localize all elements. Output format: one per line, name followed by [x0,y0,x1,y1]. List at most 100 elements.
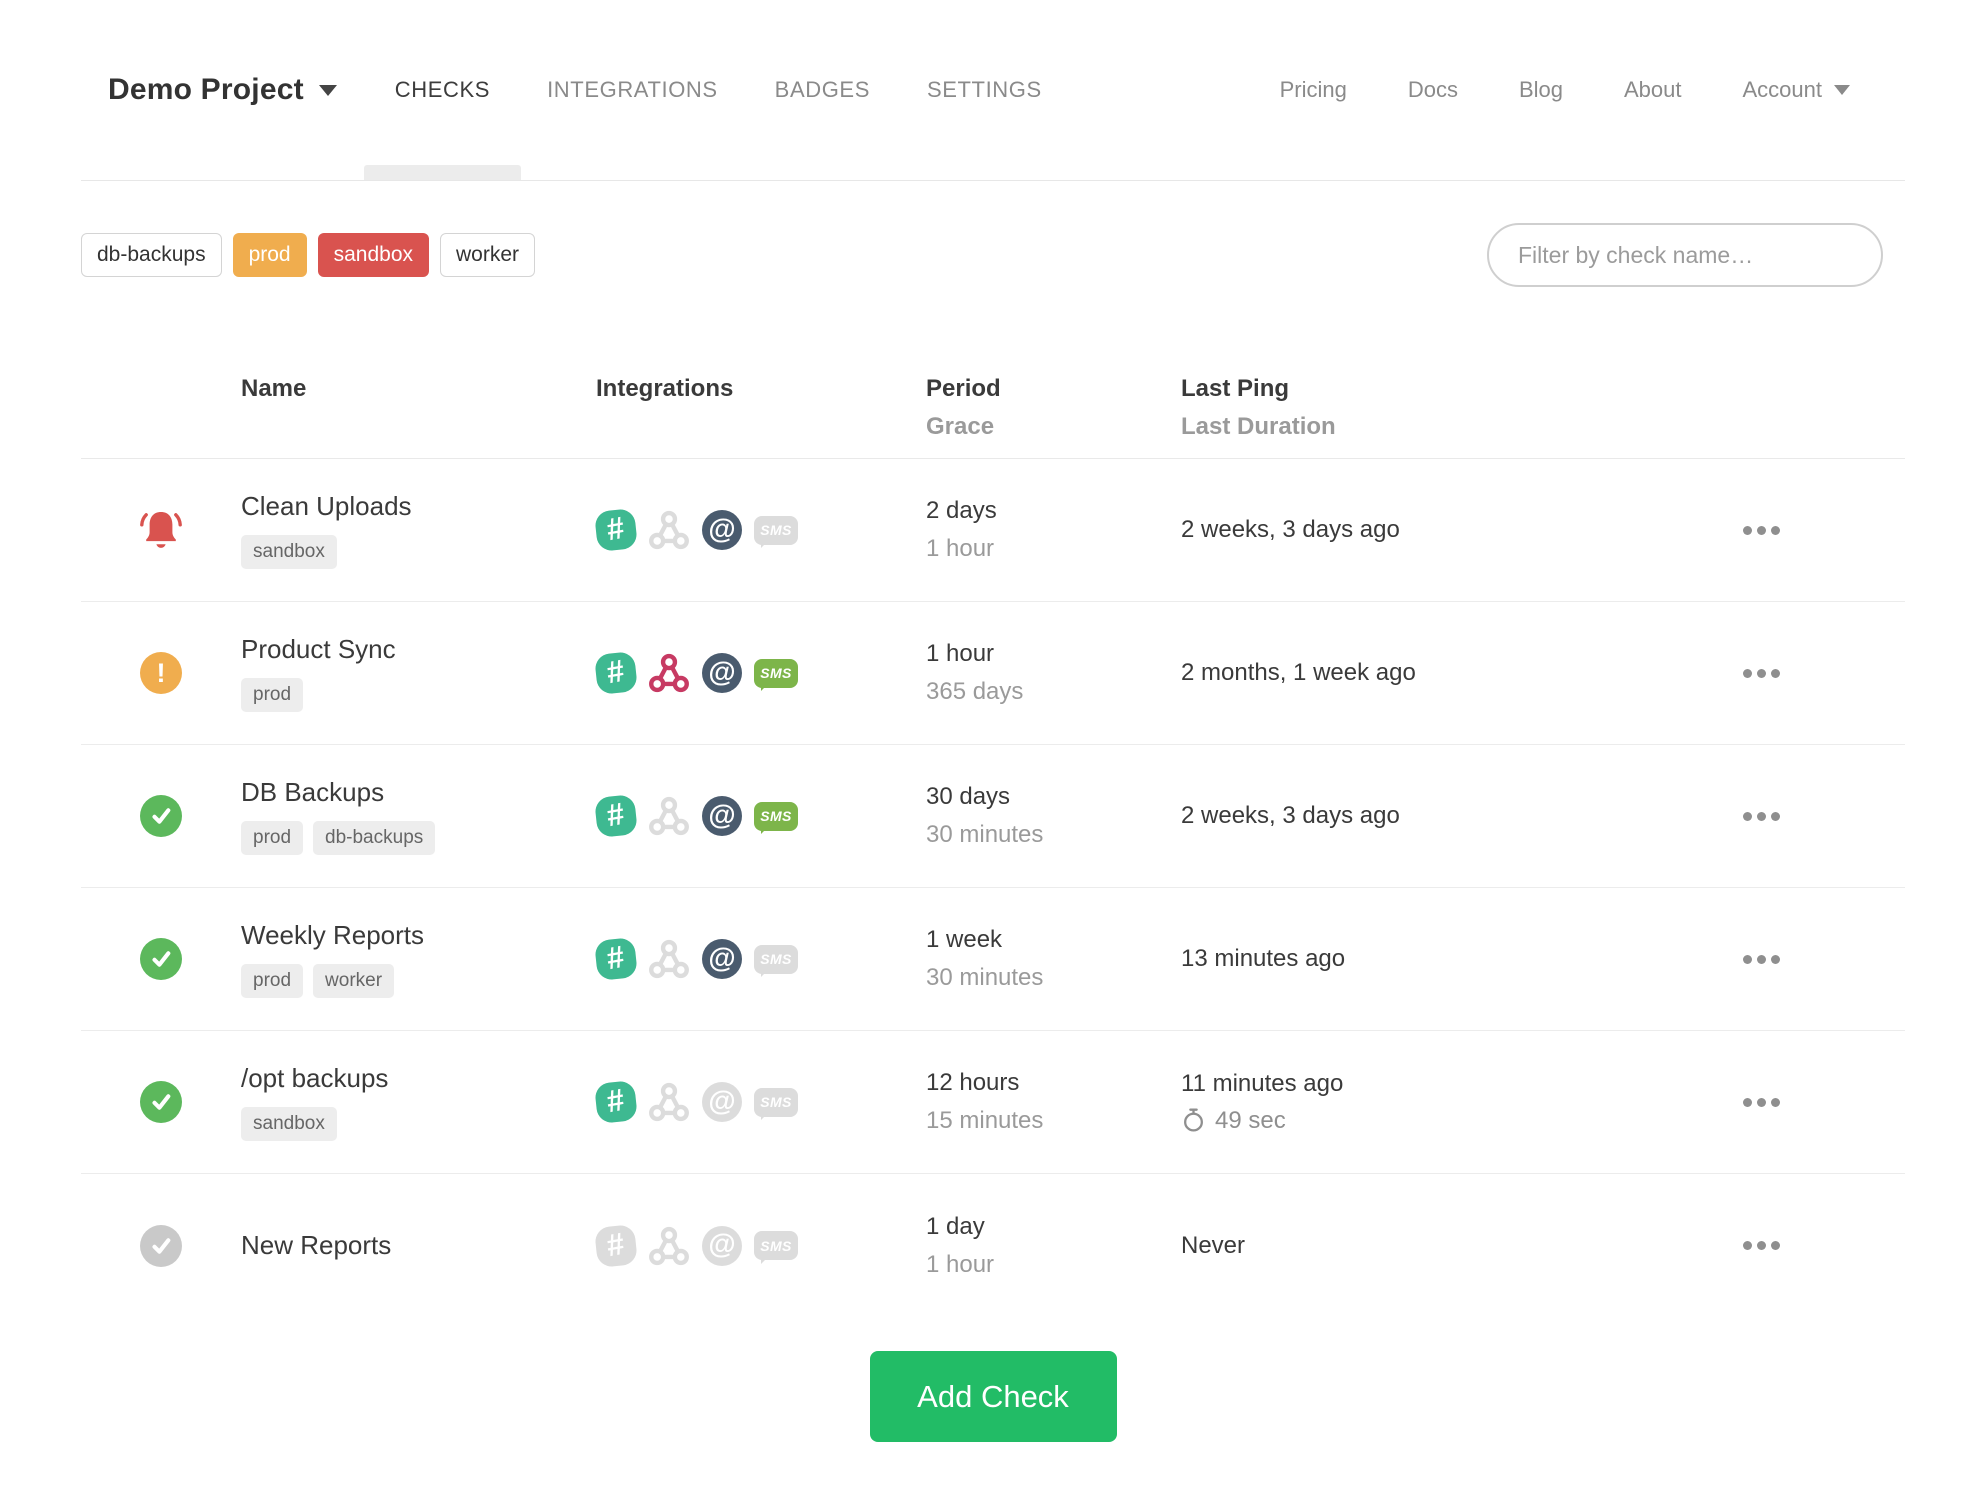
sms-icon: SMS [754,1226,798,1266]
tab-settings[interactable]: SETTINGS [926,77,1042,102]
check-name-link[interactable]: Product Sync [241,633,396,664]
status-ok-icon [140,938,182,980]
header-spacer [1725,375,1905,441]
grace-value: 1 hour [926,1250,995,1278]
grace-value: 30 minutes [926,964,1044,991]
project-switcher[interactable]: Demo Project [108,73,337,107]
integrations-cell: # @ SMS [594,508,926,552]
menu-cell [1725,514,1905,547]
name-cell: Product Sync prod [241,634,596,713]
tab-badges[interactable]: BADGES [774,77,870,102]
last-ping-cell: 11 minutes ago 49 sec [1181,1070,1725,1135]
sms-icon: SMS [754,510,798,550]
tag-filters: db-backups prod sandbox worker [81,233,536,277]
email-icon: @ [702,653,742,693]
check-row: Clean Uploads sandbox # @ SMS 2 days 1 hour 2 w… [81,459,1905,602]
check-icon [152,951,171,967]
slack-icon: # [594,1223,638,1268]
check-name-link[interactable]: /opt backups [241,1062,389,1093]
nav-link-docs[interactable]: Docs [1407,77,1458,102]
row-menu-button[interactable] [1735,657,1788,690]
period-value: 1 hour [926,640,995,667]
account-menu[interactable]: Account [1742,77,1850,103]
webhook-icon [648,1225,690,1267]
check-name-link[interactable]: Weekly Reports [241,919,425,950]
checks-table: Name Integrations Period Grace Last Ping… [81,287,1905,1317]
row-menu-button[interactable] [1735,514,1788,547]
status-warning-icon: ! [140,652,182,694]
check-row: /opt backups sandbox # @ SMS 12 hours 15 minut… [81,1031,1905,1174]
header-spacer [81,375,241,441]
check-row: ! Product Sync prod # @ SMS 1 hour 365 days 2 mo… [81,602,1905,745]
integrations-cell: # @ SMS [594,1223,926,1268]
filter-tag-db-backups[interactable]: db-backups [81,233,222,277]
period-value: 30 days [926,783,1011,810]
slack-icon: # [594,1080,638,1124]
filter-tag-worker[interactable]: worker [440,233,536,277]
menu-cell [1725,1229,1905,1262]
check-tags: prod worker [241,963,596,999]
last-ping-cell: 2 weeks, 3 days ago [1181,802,1725,830]
add-check-area: Add Check [0,1351,1986,1487]
site-links: Pricing Docs Blog About Account [1219,0,1905,180]
header-integrations: Integrations [596,375,734,402]
filter-tag-sandbox[interactable]: sandbox [317,233,430,277]
status-new-icon [140,1224,182,1267]
filter-tag-prod[interactable]: prod [232,233,307,277]
period-cell: 1 day 1 hour [926,1213,1181,1279]
check-icon [152,1237,171,1254]
last-ping-value: 2 months, 1 week ago [1181,659,1416,686]
menu-cell [1725,800,1905,833]
sms-icon: SMS [754,1082,798,1122]
email-icon: @ [702,796,742,836]
check-name-link[interactable]: DB Backups [241,776,385,807]
add-check-button[interactable]: Add Check [869,1351,1117,1442]
chevron-down-icon [1834,85,1850,95]
slack-icon: # [594,508,638,552]
period-value: 1 week [926,926,1003,953]
check-name-link[interactable]: New Reports [241,1230,392,1260]
last-duration: 49 sec [1181,1107,1725,1135]
menu-cell [1725,657,1905,690]
check-name-link[interactable]: Clean Uploads [241,490,412,521]
row-menu-button[interactable] [1735,1229,1788,1262]
project-tabs: CHECKS INTEGRATIONS BADGES SETTINGS [363,0,1099,180]
tab-checks[interactable]: CHECKS [363,0,522,180]
last-ping-value: 2 weeks, 3 days ago [1181,802,1400,829]
row-menu-button[interactable] [1735,1086,1788,1119]
table-body: Clean Uploads sandbox # @ SMS 2 days 1 hour 2 w… [81,459,1905,1317]
check-tag: db-backups [313,820,436,856]
search-input[interactable] [1487,223,1883,287]
sms-icon: SMS [754,939,798,979]
status-cell: ! [81,652,241,694]
name-cell: New Reports [241,1230,596,1261]
nav-link-pricing[interactable]: Pricing [1279,77,1347,102]
email-icon: @ [702,1225,742,1266]
status-ok-icon [140,795,182,837]
grace-value: 365 days [926,678,1024,705]
header-lastping-duration: Last Ping Last Duration [1181,375,1336,440]
status-cell [81,508,241,552]
table-header: Name Integrations Period Grace Last Ping… [81,287,1905,459]
check-tag: worker [313,963,395,999]
slack-icon: # [594,937,638,981]
row-menu-button[interactable] [1735,800,1788,833]
nav-link-about[interactable]: About [1624,77,1682,102]
nav-link-blog[interactable]: Blog [1518,77,1563,102]
integrations-cell: # @ SMS [594,794,926,838]
last-ping-value: 2 weeks, 3 days ago [1181,516,1400,543]
status-cell [81,1224,241,1267]
check-tag: sandbox [241,1106,337,1142]
check-icon [152,1094,171,1110]
row-menu-button[interactable] [1735,943,1788,976]
header-period-grace: Period Grace [926,375,1001,440]
check-icon [152,808,171,824]
account-label: Account [1742,77,1823,102]
name-cell: Weekly Reports prod worker [241,920,596,999]
period-value: 12 hours [926,1069,1020,1096]
tab-integrations[interactable]: INTEGRATIONS [547,77,718,102]
last-ping-value: 11 minutes ago [1181,1069,1344,1097]
sms-icon: SMS [754,796,798,836]
period-cell: 12 hours 15 minutes [926,1069,1181,1135]
last-ping-cell: 2 weeks, 3 days ago [1181,516,1725,544]
